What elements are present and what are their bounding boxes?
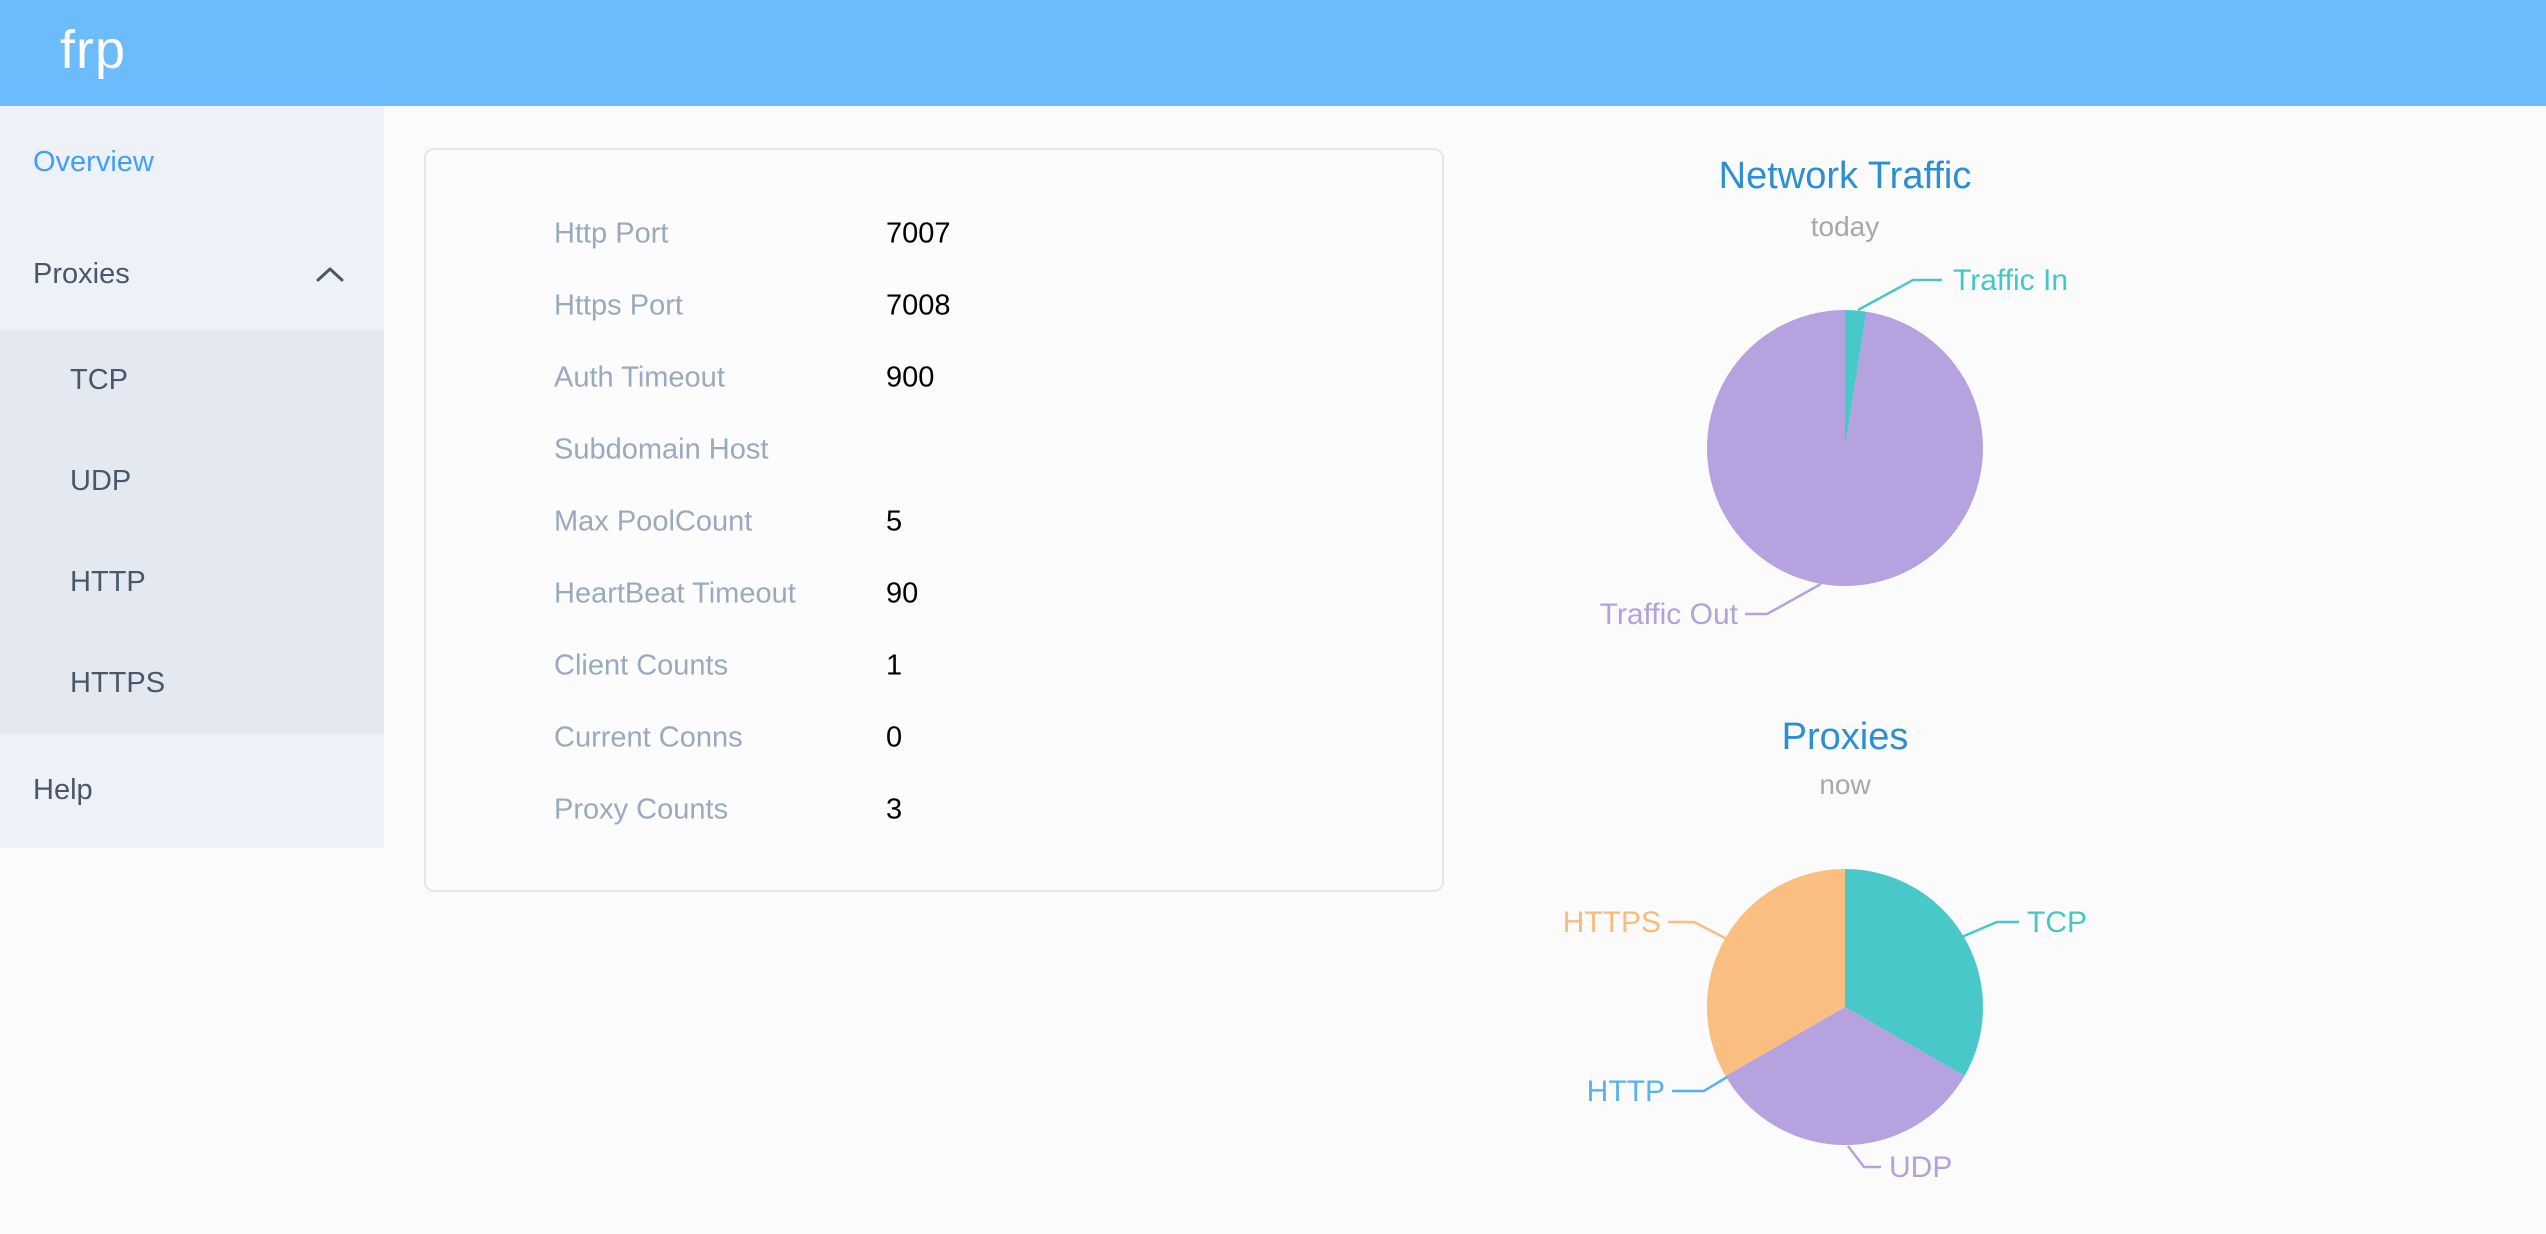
row-label: Auth Timeout: [554, 361, 725, 394]
chevron-up-icon: [316, 267, 344, 282]
sidebar: Overview Proxies TCP UDP HTTP HTTPS Help: [0, 106, 384, 848]
pie-label-tcp: TCP: [2027, 906, 2087, 939]
sidebar-item-http[interactable]: HTTP: [0, 532, 384, 633]
pie-slice-udp[interactable]: [1725, 1007, 1965, 1145]
server-config-card: Http Port 7007 Https Port 7008 Auth Time…: [424, 148, 1444, 892]
row-label: Proxy Counts: [554, 793, 729, 826]
row-label: Subdomain Host: [554, 433, 769, 466]
sidebar-item-udp[interactable]: UDP: [0, 431, 384, 532]
server-info-row: Current Conns 0: [426, 702, 1442, 774]
sidebar-item-label: Proxies: [33, 257, 130, 290]
row-value: 900: [886, 361, 935, 394]
server-info-row: Https Port 7008: [426, 270, 1442, 342]
pie-label-traffic-out: Traffic Out: [1600, 598, 1739, 631]
server-info-row: Client Counts 1: [426, 630, 1442, 702]
pie-label-traffic-in: Traffic In: [1953, 264, 2068, 297]
row-label: Max PoolCount: [554, 505, 753, 538]
sidebar-item-https[interactable]: HTTPS: [0, 633, 384, 734]
row-label: HeartBeat Timeout: [554, 577, 796, 610]
server-info-row: Subdomain Host: [426, 414, 1442, 486]
leader-line-traffic-out: [1745, 582, 1822, 616]
app-header: frp: [0, 0, 2546, 106]
chart-title: Proxies: [1782, 716, 1909, 758]
leader-line-https: [1668, 920, 1728, 941]
sidebar-item-label: HTTP: [70, 566, 146, 598]
proxies-pie[interactable]: [1707, 869, 1983, 1145]
sidebar-item-label: Overview: [33, 145, 154, 178]
row-value: 0: [886, 721, 903, 754]
pie-label-https: HTTPS: [1563, 906, 1661, 939]
chart-subtitle: now: [1819, 769, 1871, 800]
leader-line-traffic-in: [1857, 278, 1942, 312]
row-value: 5: [886, 505, 903, 538]
sidebar-item-label: UDP: [70, 465, 132, 497]
server-info-row: Http Port 7007: [426, 198, 1442, 270]
network-traffic-pie[interactable]: [1707, 310, 1983, 586]
leader-line-tcp: [1956, 920, 2019, 941]
proxies-submenu: TCP UDP HTTP HTTPS: [0, 330, 384, 734]
row-value: 7008: [886, 289, 951, 322]
pie-label-udp: UDP: [1889, 1151, 1952, 1184]
row-value: 7007: [886, 217, 951, 250]
network-traffic-chart: Network Traffic today Traffic In Traffic…: [1545, 130, 2165, 690]
server-info-row: Auth Timeout 900: [426, 342, 1442, 414]
sidebar-item-label: TCP: [70, 364, 128, 396]
row-label: Current Conns: [554, 721, 743, 754]
row-label: Https Port: [554, 289, 683, 322]
proxies-chart: Proxies now TCP HTTPS HTTP UDP: [1545, 690, 2165, 1234]
sidebar-item-proxies[interactable]: Proxies: [0, 218, 384, 330]
pie-slice-https[interactable]: [1707, 869, 1845, 1076]
pie-label-http: HTTP: [1587, 1075, 1665, 1108]
chart-title: Network Traffic: [1719, 155, 1972, 197]
row-label: Http Port: [554, 217, 669, 250]
sidebar-item-label: HTTPS: [70, 667, 166, 699]
server-info-row: Max PoolCount 5: [426, 486, 1442, 558]
chart-subtitle: today: [1811, 211, 1880, 242]
row-value: 1: [886, 649, 903, 682]
sidebar-item-label: Help: [33, 773, 93, 806]
row-value: 90: [886, 577, 919, 610]
pie-slice-tcp[interactable]: [1845, 869, 1983, 1076]
sidebar-item-tcp[interactable]: TCP: [0, 330, 384, 431]
sidebar-item-overview[interactable]: Overview: [0, 106, 384, 218]
row-value: 3: [886, 793, 903, 826]
server-info-row: Proxy Counts 3: [426, 774, 1442, 846]
sidebar-item-help[interactable]: Help: [0, 734, 384, 846]
leader-line-http: [1672, 1075, 1728, 1093]
server-info-row: HeartBeat Timeout 90: [426, 558, 1442, 630]
app-logo[interactable]: frp: [60, 20, 127, 80]
leader-line-udp: [1847, 1145, 1881, 1169]
pie-slice-traffic-in[interactable]: [1845, 310, 1867, 448]
pie-slice-traffic-out[interactable]: [1707, 310, 1983, 586]
row-label: Client Counts: [554, 649, 729, 682]
